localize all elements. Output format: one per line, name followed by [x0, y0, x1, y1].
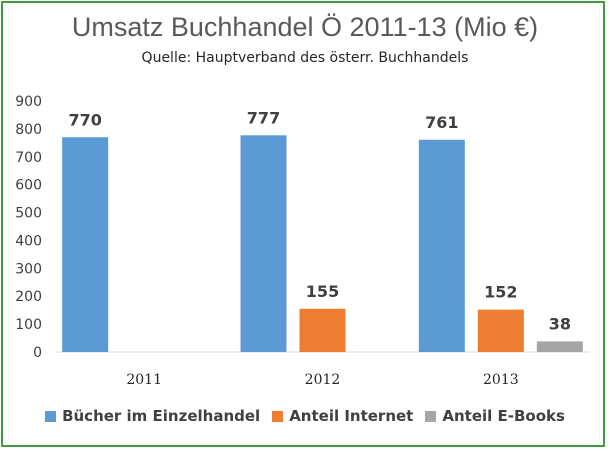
legend-label: Bücher im Einzelhandel — [62, 407, 261, 425]
y-tick-label: 400 — [15, 233, 42, 249]
bar-2013-2 — [536, 341, 583, 352]
legend-swatch — [45, 410, 57, 422]
x-tick-label: 2013 — [483, 372, 519, 388]
data-label: 155 — [306, 282, 339, 301]
y-tick-label: 100 — [15, 317, 42, 333]
chart-title: Umsatz Buchhandel Ö 2011-13 (Mio €) — [71, 12, 539, 42]
bar-2011-0 — [62, 137, 109, 352]
x-tick-label: 2011 — [126, 372, 162, 388]
legend-item: Anteil Internet — [272, 407, 413, 425]
legend-label: Anteil Internet — [289, 407, 414, 425]
x-tick-label: 2012 — [305, 372, 341, 388]
data-label: 38 — [549, 314, 571, 333]
data-label: 152 — [484, 283, 517, 302]
y-tick-label: 500 — [15, 206, 42, 222]
bar-2012-1 — [299, 308, 346, 352]
legend-swatch — [425, 410, 437, 422]
data-label: 770 — [68, 110, 101, 129]
legend-swatch — [272, 410, 284, 422]
legend-item: Anteil E-Books — [425, 407, 565, 425]
chart-subtitle: Quelle: Hauptverband des österr. Buchhan… — [141, 50, 469, 66]
y-tick-label: 900 — [15, 94, 42, 110]
bar-2013-0 — [418, 139, 465, 352]
legend-item: Bücher im Einzelhandel — [45, 407, 260, 425]
bar-2012-0 — [240, 135, 287, 352]
chart-legend: Bücher im Einzelhandel Anteil Internet Ant… — [0, 407, 610, 425]
bar-2013-1 — [477, 309, 524, 352]
y-tick-label: 800 — [15, 122, 42, 138]
data-label: 777 — [247, 108, 280, 127]
y-tick-label: 300 — [15, 261, 42, 277]
y-tick-label: 200 — [15, 289, 42, 305]
y-tick-label: 0 — [33, 345, 42, 361]
legend-label: Anteil E-Books — [442, 407, 565, 425]
y-tick-label: 700 — [15, 150, 42, 166]
data-label: 761 — [425, 113, 458, 132]
y-tick-label: 600 — [15, 178, 42, 194]
